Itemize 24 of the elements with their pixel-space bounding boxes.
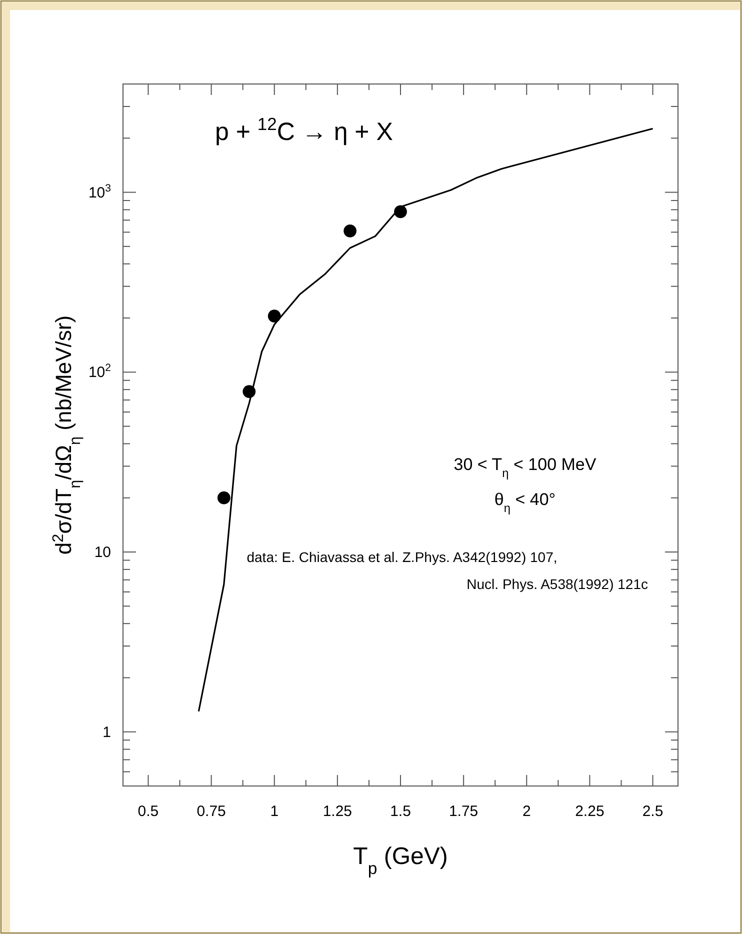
text: p + $^{12}$C → η + X (215, 114, 394, 146)
x-tick-label: 1.5 (390, 803, 411, 820)
point (394, 205, 407, 218)
annotation: 30 < T$_{η}$ < 100 MeV (454, 455, 597, 480)
x-tick-label: 1.75 (448, 803, 478, 820)
x-tick-label: 2.5 (642, 803, 664, 820)
y-tick-label: 1 (102, 724, 111, 741)
x-tick-label: 1 (270, 803, 279, 820)
annotation: θ$_{η}$ < 40° (494, 490, 556, 515)
annotation: Nucl. Phys. A538(1992) 121c (466, 576, 648, 592)
y-tick-label: 10$^{2}$ (88, 362, 112, 382)
point (344, 224, 356, 238)
x-tick-label: 1.25 (322, 803, 352, 820)
x-tick-label: 2 (522, 803, 531, 820)
x-tick-label: 2.25 (575, 803, 604, 820)
y-tick-label: 10 (94, 544, 111, 561)
x-tick-label: 0.5 (138, 803, 159, 820)
y-tick-label: 10$^{3}$ (88, 182, 112, 202)
x-axis-title: T$_{p}$ (GeV) (353, 843, 448, 878)
point (217, 491, 230, 504)
point (268, 310, 281, 322)
x-tick-label: 0.75 (196, 803, 226, 820)
point (242, 385, 256, 398)
annotation: data: E. Chiavassa et al. Z.Phys. A342(1992) 107, (246, 549, 558, 565)
